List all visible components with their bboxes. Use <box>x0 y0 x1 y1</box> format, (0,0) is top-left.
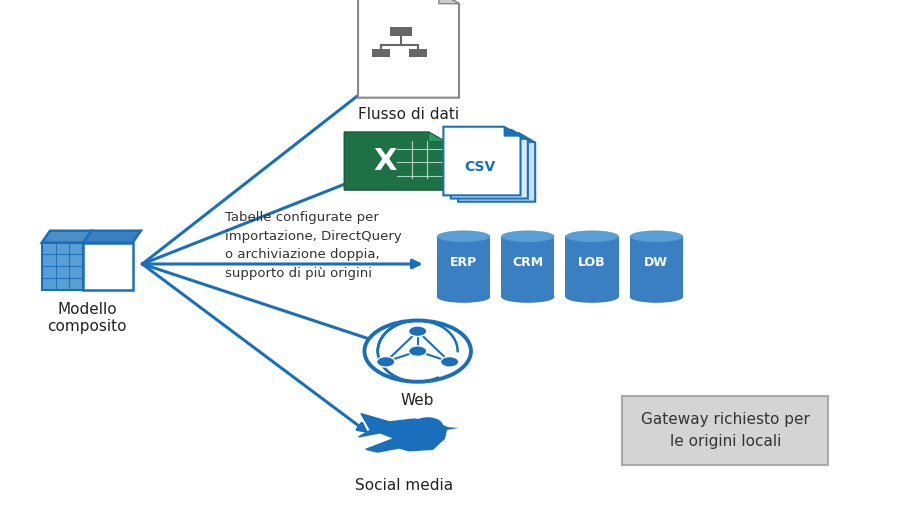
Text: Tabelle configurate per
importazione, DirectQuery
o archiviazione doppia,
suppor: Tabelle configurate per importazione, Di… <box>225 211 402 280</box>
Text: LOB: LOB <box>578 256 606 269</box>
Circle shape <box>364 320 471 382</box>
Polygon shape <box>83 231 141 242</box>
Polygon shape <box>42 231 92 242</box>
Polygon shape <box>443 427 459 431</box>
Text: ERP: ERP <box>450 256 477 269</box>
PathPatch shape <box>359 413 447 452</box>
Polygon shape <box>42 242 83 290</box>
FancyBboxPatch shape <box>622 396 829 465</box>
Ellipse shape <box>437 291 490 303</box>
Text: Flusso di dati: Flusso di dati <box>358 107 459 122</box>
Polygon shape <box>439 0 459 4</box>
Polygon shape <box>451 130 528 199</box>
Ellipse shape <box>501 230 554 242</box>
Circle shape <box>409 326 427 336</box>
Text: CRM: CRM <box>512 256 543 269</box>
Text: DW: DW <box>644 256 668 269</box>
Polygon shape <box>565 237 619 297</box>
Text: Gateway richiesto per
le origini locali: Gateway richiesto per le origini locali <box>641 412 810 449</box>
Polygon shape <box>511 130 528 139</box>
Ellipse shape <box>565 230 619 242</box>
Text: X: X <box>374 147 397 175</box>
Text: Modello
composito: Modello composito <box>48 302 127 334</box>
Bar <box>390 27 412 36</box>
Polygon shape <box>358 0 459 98</box>
Polygon shape <box>344 132 445 190</box>
Polygon shape <box>458 133 535 202</box>
Circle shape <box>409 346 427 356</box>
Ellipse shape <box>437 230 490 242</box>
Ellipse shape <box>630 230 683 242</box>
Ellipse shape <box>501 291 554 303</box>
Polygon shape <box>83 242 133 290</box>
Polygon shape <box>429 132 445 142</box>
Bar <box>409 49 427 57</box>
Bar <box>372 49 390 57</box>
Circle shape <box>441 356 459 367</box>
Polygon shape <box>504 127 521 136</box>
Text: CSV: CSV <box>465 161 496 174</box>
Polygon shape <box>437 237 490 297</box>
Polygon shape <box>443 127 521 195</box>
Polygon shape <box>501 237 554 297</box>
Polygon shape <box>630 237 683 297</box>
Ellipse shape <box>565 291 619 303</box>
Ellipse shape <box>630 291 683 303</box>
Text: Web: Web <box>401 393 434 408</box>
Circle shape <box>376 356 395 367</box>
Text: Social media: Social media <box>355 478 453 493</box>
Polygon shape <box>519 133 535 143</box>
Circle shape <box>412 417 443 435</box>
